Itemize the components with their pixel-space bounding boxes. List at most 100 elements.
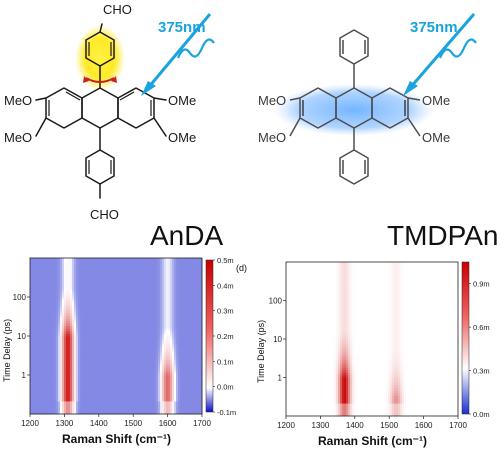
heatmap-cell [174, 320, 177, 324]
heatmap-cell [84, 333, 87, 337]
heatmap-cell [64, 364, 67, 368]
heatmap-cell [186, 398, 189, 402]
heatmap-cell [88, 320, 91, 324]
heatmap-cell [82, 359, 85, 363]
heatmap-cell [44, 323, 47, 326]
heatmap-cell [200, 367, 203, 371]
heatmap-cell [144, 304, 147, 308]
heatmap-cell [104, 343, 107, 347]
heatmap-cell [60, 291, 63, 295]
heatmap-cell [150, 291, 153, 295]
heatmap-cell [98, 351, 101, 355]
heatmap-cell [116, 398, 119, 402]
heatmap-cell [156, 265, 159, 269]
heatmap-cell [42, 307, 45, 311]
heatmap-cell [134, 294, 137, 298]
heatmap-cell [54, 382, 57, 386]
heatmap-cell [82, 330, 85, 334]
heatmap-cell [114, 323, 117, 326]
heatmap-cell [136, 372, 139, 376]
heatmap-cell [34, 369, 37, 373]
heatmap-cell [108, 265, 111, 269]
heatmap-cell [136, 354, 139, 358]
heatmap-cell [138, 359, 141, 363]
heatmap-cell [186, 307, 189, 311]
heatmap-cell [194, 372, 197, 376]
heatmap-cell [124, 278, 127, 282]
heatmap-cell [144, 408, 147, 412]
heatmap-cell [178, 346, 181, 350]
heatmap-cell [42, 330, 45, 334]
heatmap-cell [200, 284, 203, 287]
heatmap-cell [174, 328, 177, 332]
heatmap-cell [192, 271, 195, 274]
heatmap-cell [186, 286, 189, 290]
heatmap-cell [130, 338, 133, 342]
heatmap-cell [156, 294, 159, 298]
heatmap-cell [94, 406, 97, 410]
heatmap-cell [146, 333, 149, 337]
heatmap-cell [196, 312, 199, 316]
heatmap-cell [78, 291, 81, 295]
heatmap-cell [128, 393, 131, 397]
heatmap-cell [178, 317, 181, 321]
heatmap-cell [118, 359, 121, 363]
heatmap-cell [68, 367, 71, 371]
heatmap-cell [164, 388, 167, 391]
heatmap-cell [144, 278, 147, 282]
heatmap-cell [138, 393, 141, 397]
heatmap-cell [146, 299, 149, 303]
heatmap-cell [184, 278, 187, 282]
heatmap-cell [42, 310, 45, 313]
heatmap-cell [60, 341, 63, 345]
heatmap-cell [84, 367, 87, 371]
heatmap-cell [34, 291, 37, 295]
heatmap-cell [150, 273, 153, 277]
heatmap-cell [74, 401, 77, 404]
heatmap-cell [74, 271, 77, 274]
heatmap-cell [82, 284, 85, 287]
heatmap-cell [186, 291, 189, 295]
heatmap-cell [160, 291, 163, 295]
heatmap-cell [62, 304, 65, 308]
heatmap-cell [102, 276, 105, 280]
heatmap-cell [128, 291, 131, 295]
heatmap-cell [190, 336, 193, 339]
heatmap-cell [40, 377, 43, 381]
heatmap-cell [170, 388, 173, 391]
heatmap-cell [56, 317, 59, 321]
heatmap-cell [86, 278, 89, 282]
heatmap-cell [62, 403, 65, 407]
heatmap-cell [188, 276, 191, 280]
heatmap-cell [182, 317, 185, 321]
heatmap-cell [40, 268, 43, 272]
heatmap-cell [66, 401, 69, 404]
heatmap-cell [60, 411, 63, 415]
heatmap-cell [36, 364, 39, 368]
heatmap-cell [168, 315, 171, 319]
heatmap-cell [156, 362, 159, 365]
heatmap-cell [138, 356, 141, 360]
heatmap-cell [200, 307, 203, 311]
heatmap-cell [92, 307, 95, 311]
heatmap-cell [184, 359, 187, 363]
heatmap-cell [164, 289, 167, 293]
heatmap-cell [128, 354, 131, 358]
heatmap-cell [112, 354, 115, 358]
heatmap-cell [142, 369, 145, 373]
heatmap-cell [130, 341, 133, 345]
heatmap-cell [46, 276, 49, 280]
heatmap-cell [86, 320, 89, 324]
heatmap-cell [104, 320, 107, 324]
heatmap-cell [162, 354, 165, 358]
heatmap-cell [196, 408, 199, 412]
heatmap-cell [104, 406, 107, 410]
heatmap-cell [120, 395, 123, 399]
heatmap-cell [98, 388, 101, 391]
heatmap-cell [124, 349, 127, 352]
heatmap-cell [176, 364, 179, 368]
heatmap-cell [58, 276, 61, 280]
heatmap-cell [60, 336, 63, 339]
heatmap-cell [114, 278, 117, 282]
heatmap-cell [66, 307, 69, 311]
